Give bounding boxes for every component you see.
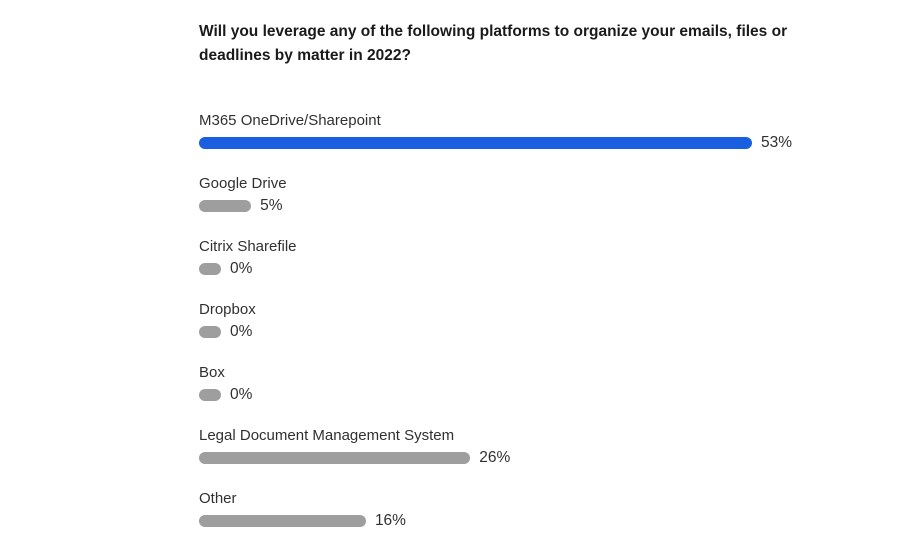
bar-row: 53% xyxy=(199,134,793,151)
percent-label: 0% xyxy=(230,323,253,340)
poll-options: M365 OneDrive/Sharepoint 53% Google Drive 5… xyxy=(199,112,839,553)
percent-label: 0% xyxy=(230,260,253,277)
poll-option: Other 16% xyxy=(199,490,839,553)
bar-row: 5% xyxy=(199,197,283,214)
option-label: Legal Document Management System xyxy=(199,427,455,444)
result-bar xyxy=(199,515,366,527)
option-label: Dropbox xyxy=(199,301,256,318)
result-bar xyxy=(199,200,252,212)
percent-label: 16% xyxy=(374,512,406,529)
result-bar xyxy=(199,389,221,401)
poll-option: Legal Document Management System 26% xyxy=(199,427,839,490)
poll-question: Will you leverage any of the following p… xyxy=(199,23,788,64)
percent-label: 5% xyxy=(260,197,283,214)
option-label: Box xyxy=(199,364,225,381)
option-label: Other xyxy=(199,490,237,507)
result-bar xyxy=(199,137,752,149)
option-label: Citrix Sharefile xyxy=(199,238,297,255)
bar-row: 0% xyxy=(199,260,253,277)
percent-label: 53% xyxy=(761,134,793,151)
poll-option: Dropbox 0% xyxy=(199,301,839,364)
option-label: M365 OneDrive/Sharepoint xyxy=(199,112,381,129)
poll-option: Box 0% xyxy=(199,364,839,427)
bar-row: 0% xyxy=(199,386,253,403)
percent-label: 0% xyxy=(230,386,253,403)
bar-row: 26% xyxy=(199,449,511,466)
option-label: Google Drive xyxy=(199,175,287,192)
bar-row: 0% xyxy=(199,323,253,340)
bar-row: 16% xyxy=(199,512,406,529)
poll-option: M365 OneDrive/Sharepoint 53% xyxy=(199,112,839,175)
poll-option: Google Drive 5% xyxy=(199,175,839,238)
result-bar xyxy=(199,326,221,338)
result-bar xyxy=(199,452,471,464)
poll-option: Citrix Sharefile 0% xyxy=(199,238,839,301)
percent-label: 26% xyxy=(479,449,511,466)
result-bar xyxy=(199,263,221,275)
poll-card: Will you leverage any of the following p… xyxy=(199,20,839,553)
